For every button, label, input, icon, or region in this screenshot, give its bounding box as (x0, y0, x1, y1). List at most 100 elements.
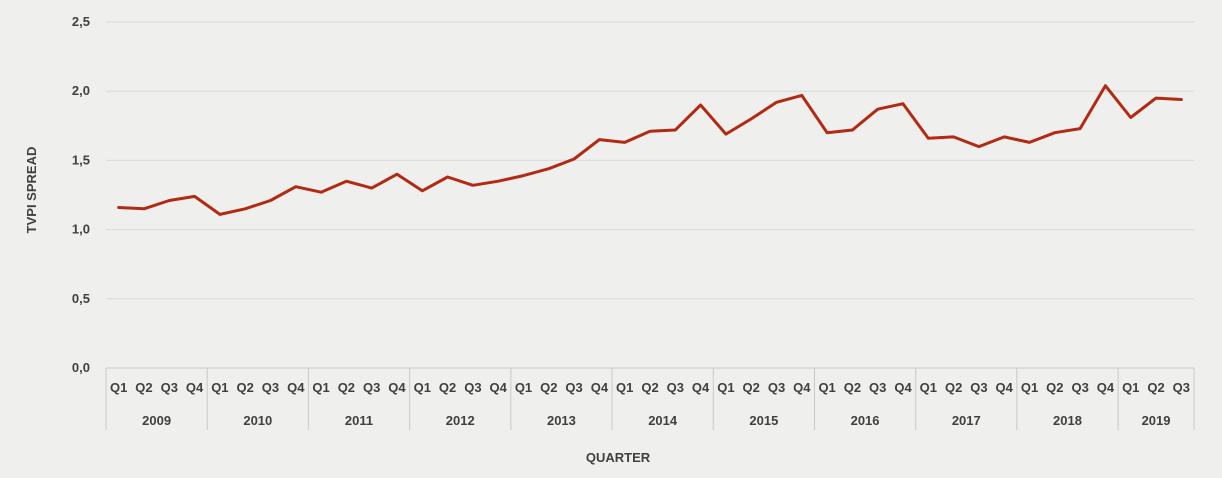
data-point (952, 135, 955, 138)
x-tick-quarter: Q3 (667, 380, 684, 395)
x-axis (105, 367, 1195, 430)
x-tick-quarter: Q2 (540, 380, 557, 395)
x-tick-year: 2014 (648, 413, 678, 428)
x-tick-quarter: Q4 (186, 380, 204, 395)
data-point (244, 207, 247, 210)
x-axis-ticks: Q1 Q2 Q3 Q4 Q1 Q2 Q3 Q4 Q1 Q2 Q3 Q4 Q1 Q2 Q3 Q4 Q1 Q2 Q3 Q4… (110, 380, 1190, 428)
x-tick-quarter: Q3 (565, 380, 582, 395)
data-point (1129, 116, 1132, 119)
data-point (370, 187, 373, 190)
x-tick-quarter: Q4 (490, 380, 508, 395)
x-tick-quarter: Q4 (793, 380, 811, 395)
x-tick-quarter: Q3 (363, 380, 380, 395)
data-point (851, 128, 854, 131)
series-tvpi-spread (117, 84, 1183, 216)
data-point (623, 141, 626, 144)
x-tick-quarter: Q4 (1097, 380, 1115, 395)
y-tick-label: 0,0 (72, 360, 90, 375)
x-tick-quarter: Q3 (161, 380, 178, 395)
x-tick-quarter: Q4 (388, 380, 406, 395)
x-tick-quarter: Q2 (844, 380, 861, 395)
y-tick-label: 1,5 (72, 152, 90, 167)
data-point (1180, 98, 1183, 101)
x-tick-quarter: Q2 (135, 380, 152, 395)
x-tick-quarter: Q2 (236, 380, 253, 395)
data-point (193, 195, 196, 198)
x-tick-quarter: Q1 (1021, 380, 1038, 395)
x-tick-year: 2015 (749, 413, 778, 428)
data-point (142, 207, 145, 210)
data-point (269, 199, 272, 202)
x-tick-year: 2013 (547, 413, 576, 428)
data-point (1155, 97, 1158, 100)
x-tick-year: 2012 (446, 413, 475, 428)
x-tick-year: 2019 (1142, 413, 1171, 428)
data-point (1003, 135, 1006, 138)
x-tick-quarter: Q2 (1046, 380, 1063, 395)
data-point (1104, 84, 1107, 87)
data-point (395, 173, 398, 176)
x-tick-quarter: Q1 (616, 380, 633, 395)
x-tick-quarter: Q4 (692, 380, 710, 395)
x-tick-quarter: Q2 (338, 380, 355, 395)
x-tick-quarter: Q1 (110, 380, 127, 395)
series-line (117, 84, 1183, 216)
x-tick-quarter: Q3 (768, 380, 785, 395)
x-tick-quarter: Q1 (717, 380, 734, 395)
y-tick-label: 2,0 (72, 83, 90, 98)
x-tick-quarter: Q3 (970, 380, 987, 395)
data-point (547, 167, 550, 170)
data-point (471, 184, 474, 187)
x-tick-quarter: Q1 (920, 380, 937, 395)
data-point (800, 94, 803, 97)
x-tick-quarter: Q1 (312, 380, 329, 395)
x-tick-quarter: Q2 (439, 380, 456, 395)
y-axis-title: TVPI SPREAD (24, 147, 39, 234)
data-point (345, 180, 348, 183)
data-point (1053, 131, 1056, 134)
data-point (168, 199, 171, 202)
data-point (421, 189, 424, 192)
data-point (522, 174, 525, 177)
data-point (117, 206, 120, 209)
data-point (446, 176, 449, 179)
data-point (497, 180, 500, 183)
data-point (1079, 127, 1082, 130)
x-tick-quarter: Q4 (287, 380, 305, 395)
y-tick-label: 0,5 (72, 291, 90, 306)
x-tick-year: 2009 (142, 413, 171, 428)
x-tick-quarter: Q4 (996, 380, 1014, 395)
data-point (876, 108, 879, 111)
x-tick-quarter: Q1 (1122, 380, 1139, 395)
data-point (674, 128, 677, 131)
x-tick-quarter: Q3 (869, 380, 886, 395)
x-tick-quarter: Q4 (591, 380, 609, 395)
x-tick-quarter: Q2 (641, 380, 658, 395)
x-tick-quarter: Q1 (818, 380, 835, 395)
data-point (977, 145, 980, 148)
x-tick-quarter: Q4 (894, 380, 912, 395)
x-tick-quarter: Q2 (743, 380, 760, 395)
x-tick-quarter: Q2 (1147, 380, 1164, 395)
data-point (1028, 141, 1031, 144)
x-tick-quarter: Q3 (1173, 380, 1190, 395)
x-tick-year: 2016 (851, 413, 880, 428)
x-axis-title: QUARTER (586, 450, 651, 465)
x-tick-quarter: Q1 (414, 380, 431, 395)
data-point (750, 117, 753, 120)
x-tick-quarter: Q3 (464, 380, 481, 395)
y-axis-ticks: 0,0 0,5 1,0 1,5 2,0 2,5 (72, 14, 90, 375)
x-tick-quarter: Q1 (211, 380, 228, 395)
x-tick-year: 2018 (1053, 413, 1082, 428)
x-tick-quarter: Q2 (945, 380, 962, 395)
data-point (826, 131, 829, 134)
y-tick-label: 2,5 (72, 14, 90, 29)
x-tick-year: 2011 (345, 413, 373, 428)
x-tick-year: 2010 (243, 413, 272, 428)
data-point (320, 191, 323, 194)
data-point (294, 185, 297, 188)
data-point (699, 104, 702, 107)
data-point (902, 102, 905, 105)
